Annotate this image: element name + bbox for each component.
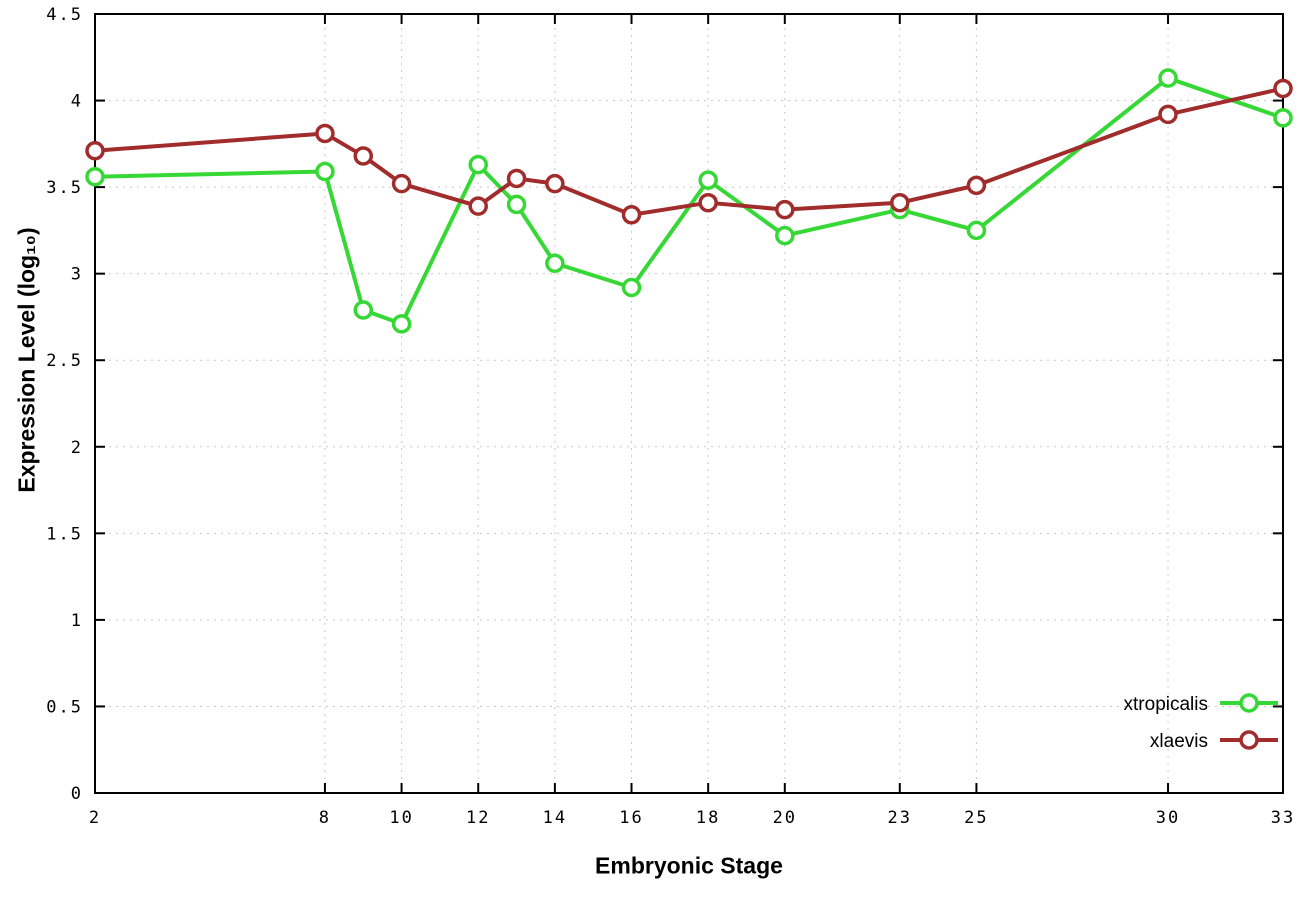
plot-border [94, 13, 1284, 794]
x-tick-label: 33 [1271, 808, 1295, 828]
series-marker-xlaevis [468, 196, 488, 216]
y-tick-label: 2.5 [46, 351, 83, 371]
x-tick-label: 10 [389, 808, 413, 828]
series-marker-xlaevis [353, 146, 374, 166]
y-tick-label: 0 [71, 784, 83, 804]
series-marker-xtropicalis [966, 220, 987, 241]
series-marker-xtropicalis [1273, 108, 1293, 128]
series-marker-xlaevis [621, 205, 642, 225]
series-marker-xlaevis [391, 173, 412, 194]
series-marker-xlaevis [1158, 104, 1178, 125]
x-tick-label: 14 [543, 808, 567, 828]
series-marker-xlaevis [506, 168, 527, 189]
series-marker-xlaevis [545, 173, 565, 194]
series-marker-xtropicalis [698, 170, 718, 190]
series-marker-xlaevis [85, 141, 105, 161]
x-tick-label: 20 [773, 808, 797, 828]
y-tick-label: 3 [71, 265, 83, 285]
y-tick-label: 2 [71, 438, 83, 458]
y-tick-label: 1.5 [46, 524, 83, 544]
series-marker-xtropicalis [391, 314, 412, 334]
series-marker-xtropicalis [353, 300, 374, 320]
legend-label-xtropicalis: xtropicalis [1124, 694, 1208, 715]
x-tick-label: 23 [888, 808, 912, 828]
y-tick-label: 4.5 [46, 5, 83, 25]
series-marker-xtropicalis [506, 194, 527, 215]
series-marker-xtropicalis [468, 154, 488, 175]
x-tick-label: 8 [319, 808, 331, 828]
x-tick-label: 25 [964, 808, 988, 828]
x-axis-label: Embryonic Stage [595, 852, 783, 879]
x-tick-label: 30 [1156, 808, 1180, 828]
x-tick-label: 16 [619, 808, 643, 828]
legend-marker-xtropicalis [1239, 693, 1259, 713]
legend-label-xlaevis: xlaevis [1150, 731, 1208, 752]
legend-marker-xlaevis [1239, 730, 1259, 750]
y-tick-label: 3.5 [46, 178, 83, 198]
series-marker-xlaevis [775, 199, 795, 220]
series-marker-xtropicalis [621, 277, 642, 298]
y-axis-label: Expression Level (log₁₀) [13, 227, 40, 493]
series-marker-xlaevis [890, 192, 910, 213]
x-tick-label: 18 [696, 808, 720, 828]
series-line-xtropicalis [93, 76, 1285, 326]
series-marker-xtropicalis [315, 161, 335, 182]
series-marker-xlaevis [966, 175, 987, 196]
series-marker-xtropicalis [775, 225, 795, 246]
series-marker-xtropicalis [545, 253, 565, 274]
series-marker-xtropicalis [85, 166, 105, 187]
series-marker-xlaevis [315, 123, 335, 144]
series-marker-xlaevis [1273, 78, 1293, 99]
series-line-xlaevis [93, 86, 1285, 217]
series-marker-xlaevis [698, 192, 718, 213]
x-tick-label: 2 [89, 808, 101, 828]
y-tick-label: 4 [71, 92, 83, 112]
y-tick-label: 1 [71, 611, 83, 631]
x-tick-label: 12 [466, 808, 490, 828]
series-marker-xtropicalis [1158, 68, 1178, 88]
y-tick-label: 0.5 [46, 697, 83, 717]
